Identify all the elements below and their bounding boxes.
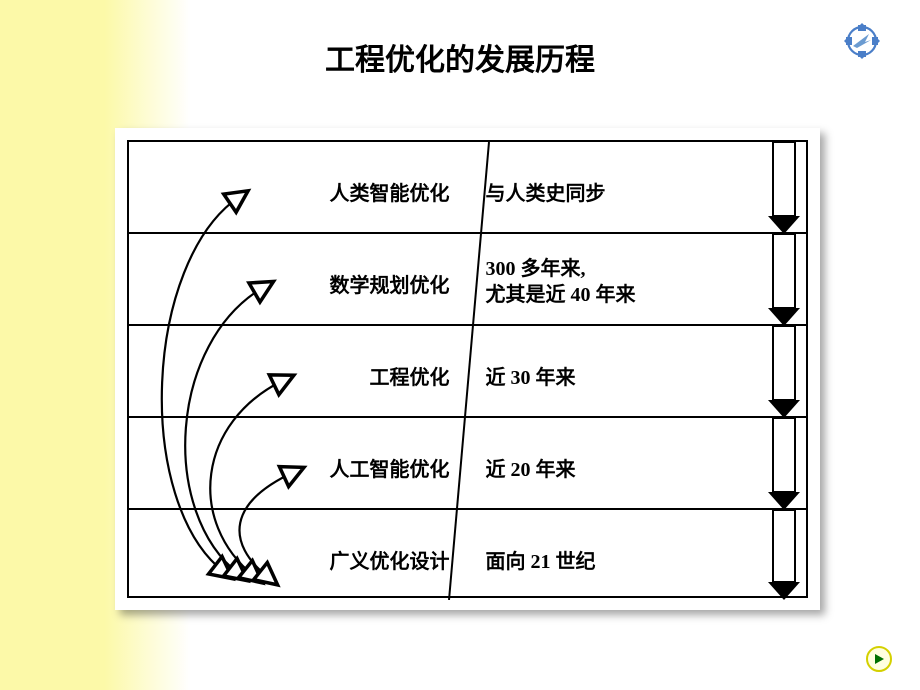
next-button[interactable] <box>866 646 892 672</box>
play-icon <box>872 652 886 666</box>
timeline-arrows <box>129 142 810 600</box>
diagram-border: 人类智能优化 与人类史同步 数学规划优化 300 多年来, 尤其是近 40 年来… <box>127 140 808 598</box>
slide: 工程优化的发展历程 人类智能优化 <box>0 0 920 690</box>
logo-icon <box>839 18 885 69</box>
diagram: 人类智能优化 与人类史同步 数学规划优化 300 多年来, 尤其是近 40 年来… <box>115 128 820 610</box>
page-title: 工程优化的发展历程 <box>0 35 920 79</box>
